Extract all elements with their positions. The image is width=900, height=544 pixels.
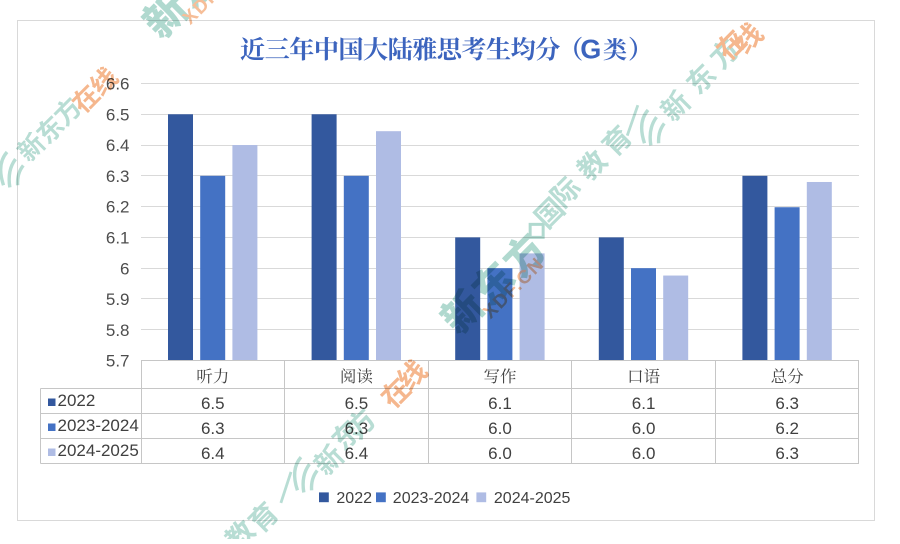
svg-text:6.5: 6.5 — [106, 105, 130, 124]
svg-text:6.2: 6.2 — [106, 198, 130, 217]
svg-text:6.5: 6.5 — [345, 394, 369, 413]
svg-text:6.2: 6.2 — [775, 419, 799, 438]
svg-text:2022: 2022 — [58, 391, 96, 410]
svg-text:6.3: 6.3 — [775, 394, 799, 413]
svg-text:5.7: 5.7 — [106, 352, 130, 371]
svg-text:6.0: 6.0 — [488, 444, 512, 463]
svg-text:6.1: 6.1 — [106, 228, 130, 247]
svg-text:6.4: 6.4 — [106, 136, 130, 155]
svg-text:6.0: 6.0 — [632, 419, 656, 438]
svg-text:5.9: 5.9 — [106, 290, 130, 309]
svg-text:6.1: 6.1 — [632, 394, 656, 413]
svg-text:6.4: 6.4 — [345, 444, 369, 463]
svg-text:5.8: 5.8 — [106, 321, 130, 340]
svg-text:2022: 2022 — [336, 490, 372, 507]
svg-text:6.6: 6.6 — [106, 75, 130, 94]
svg-text:6.5: 6.5 — [201, 394, 225, 413]
svg-text:6.4: 6.4 — [201, 444, 225, 463]
svg-text:2024-2025: 2024-2025 — [58, 441, 139, 460]
svg-text:6.0: 6.0 — [488, 419, 512, 438]
svg-text:6: 6 — [120, 259, 129, 278]
svg-text:2023-2024: 2023-2024 — [58, 416, 139, 435]
svg-text:6.3: 6.3 — [201, 419, 225, 438]
svg-text:6.3: 6.3 — [106, 167, 130, 186]
svg-text:6.1: 6.1 — [488, 394, 512, 413]
svg-text:2023-2024: 2023-2024 — [393, 490, 470, 507]
svg-text:6.0: 6.0 — [632, 444, 656, 463]
svg-text:6.3: 6.3 — [775, 444, 799, 463]
svg-text:2024-2025: 2024-2025 — [494, 490, 571, 507]
